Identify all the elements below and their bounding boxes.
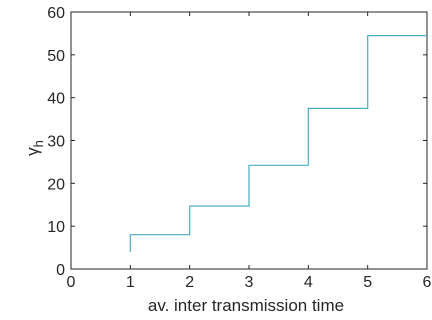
y-tick-label: 50 [47,48,65,65]
x-tick-label: 1 [126,274,135,291]
axes-frame [70,11,428,270]
y-tick-label: 10 [47,219,65,236]
x-tick-label: 2 [185,274,194,291]
plot-area [70,11,428,270]
y-tick-label: 30 [47,134,65,151]
y-axis-label-subscript: h [31,140,46,147]
y-tick-label: 0 [56,262,65,279]
x-tick-label: 0 [67,274,76,291]
y-axis-label-group: γh [23,140,46,156]
y-axis-label: γh [23,140,46,156]
y-tick-label: 40 [47,91,65,108]
x-tick-label: 3 [245,274,254,291]
y-tick-label: 60 [47,5,65,22]
x-tick-label: 6 [423,274,432,291]
x-tick-label: 4 [304,274,313,291]
series-group [129,34,427,252]
series-line [129,34,427,252]
x-tick-label: 5 [363,274,372,291]
x-axis-label: av. inter transmission time [148,296,344,315]
y-tick-label: 20 [47,176,65,193]
y-axis-label-symbol: γ [23,147,42,156]
